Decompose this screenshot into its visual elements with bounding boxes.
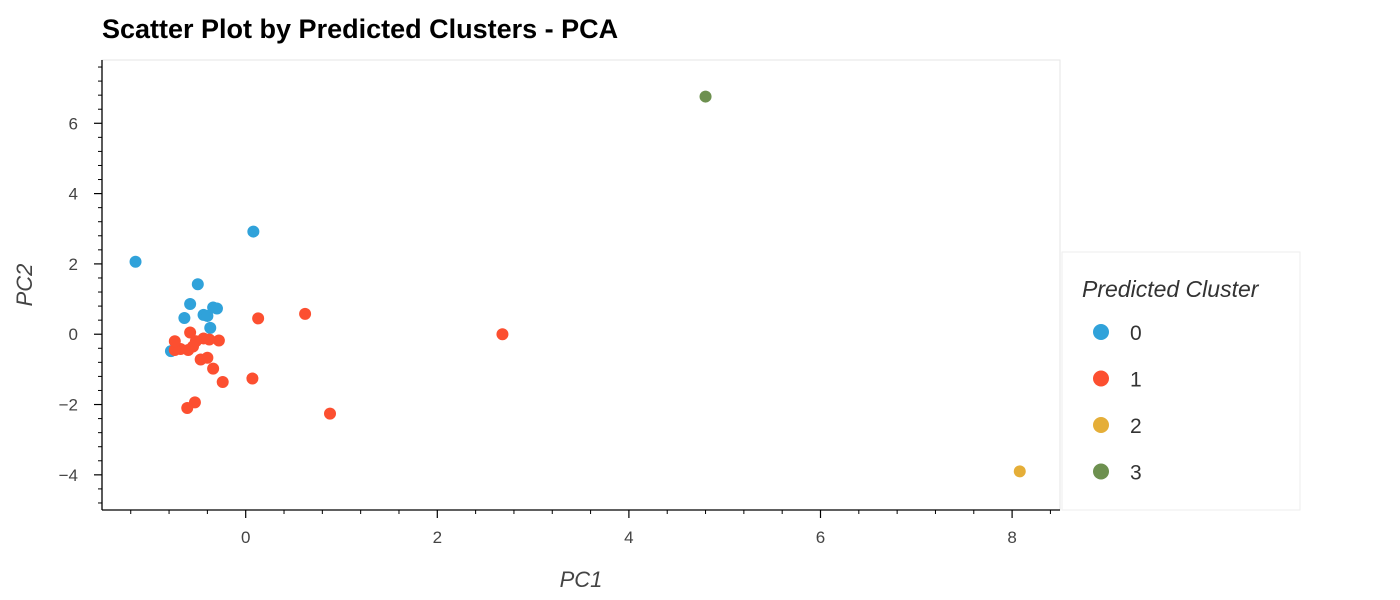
data-point-cluster-1[interactable] [201,351,214,364]
data-point-cluster-1[interactable] [207,362,220,375]
data-point-cluster-1[interactable] [216,376,229,389]
data-point-cluster-1[interactable] [324,407,337,420]
y-tick-label: 0 [69,325,78,344]
data-point-cluster-0[interactable] [129,255,142,268]
data-point-cluster-1[interactable] [212,334,225,347]
x-axis-title: PC1 [560,567,603,592]
data-point-cluster-1[interactable] [168,344,181,357]
data-point-cluster-1[interactable] [252,312,265,325]
data-point-cluster-0[interactable] [204,321,217,334]
data-point-cluster-3[interactable] [699,90,712,103]
legend-item-cluster-0[interactable]: 0 [1093,322,1142,345]
legend-item-cluster-3[interactable]: 3 [1093,462,1142,485]
axis-ticks: 0 2 4 6 8 −4 −2 0 2 4 6 [59,66,1051,547]
plot-area [101,59,1061,511]
data-point-cluster-1[interactable] [184,326,197,339]
y-tick-label: 2 [69,255,78,274]
data-point-cluster-0[interactable] [210,302,223,315]
x-tick-label: 0 [241,528,250,547]
x-tick-label: 8 [1007,528,1016,547]
legend-label: 2 [1130,415,1142,438]
y-tick-label: 4 [69,185,78,204]
legend-item-cluster-1[interactable]: 1 [1093,369,1142,392]
y-tick-label: −4 [59,466,78,485]
x-tick-label: 2 [433,528,442,547]
data-point-cluster-0[interactable] [184,297,197,310]
y-tick-label: 6 [69,114,78,133]
data-point-cluster-0[interactable] [201,309,214,322]
legend-label: 0 [1130,322,1142,345]
y-tick-label: −2 [59,396,78,415]
data-point-cluster-1[interactable] [496,328,509,341]
data-point-cluster-0[interactable] [247,225,260,238]
legend[interactable]: Predicted Cluster 0 1 2 3 [1061,251,1301,511]
data-point-cluster-1[interactable] [181,402,194,415]
legend-label: 3 [1130,462,1142,485]
legend-marker [1093,324,1109,340]
legend-marker [1093,370,1109,387]
data-point-cluster-0[interactable] [178,312,191,325]
legend-marker [1093,463,1109,480]
legend-item-cluster-2[interactable]: 2 [1093,415,1142,438]
data-point-cluster-2[interactable] [1013,465,1026,478]
y-axis-title: PC2 [12,264,37,307]
data-point-cluster-0[interactable] [191,278,204,291]
legend-marker [1093,417,1109,433]
data-point-cluster-1[interactable] [168,335,181,348]
legend-label: 1 [1130,369,1142,392]
data-point-cluster-1[interactable] [246,372,259,385]
data-point-cluster-1[interactable] [299,307,312,320]
x-tick-label: 6 [816,528,825,547]
chart-title: Scatter Plot by Predicted Clusters - PCA [102,14,619,44]
data-points [129,90,1026,478]
legend-title: Predicted Cluster [1082,276,1260,302]
x-tick-label: 4 [624,528,633,547]
